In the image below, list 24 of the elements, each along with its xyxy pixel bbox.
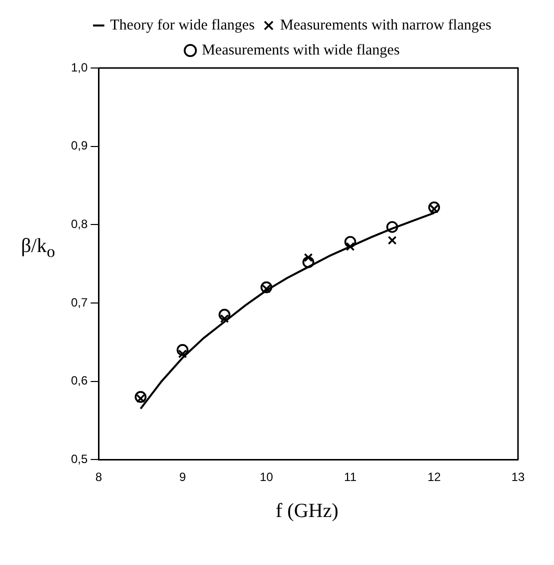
x-tick-label: 9 bbox=[179, 470, 186, 484]
y-tick-label: 0,7 bbox=[70, 295, 88, 310]
y-tick-label: 0,9 bbox=[70, 138, 88, 153]
point bbox=[178, 349, 187, 358]
y-tick-label: 0,8 bbox=[70, 216, 88, 231]
point bbox=[262, 284, 271, 294]
point bbox=[304, 253, 313, 262]
y-tick-label: 0,5 bbox=[70, 452, 88, 466]
legend-label: Measurements with narrow flanges bbox=[280, 17, 492, 34]
x-tick-label: 13 bbox=[511, 470, 525, 484]
point bbox=[346, 242, 355, 252]
y-tick-label: 0,6 bbox=[70, 374, 88, 388]
point bbox=[220, 314, 229, 324]
legend-label: Measurements with wide flanges bbox=[202, 42, 400, 58]
x-tick-label: 10 bbox=[260, 470, 274, 484]
y-tick-label: 1,0 bbox=[70, 60, 88, 74]
y-axis-title: β/k$_{o}$ bbox=[20, 234, 56, 262]
point bbox=[136, 394, 146, 403]
x-tick-label: 11 bbox=[344, 470, 357, 484]
point bbox=[388, 236, 397, 245]
x-axis-title: f (GHz) bbox=[274, 500, 340, 523]
x-tick-label: 8 bbox=[95, 470, 102, 484]
x-tick-label: 12 bbox=[427, 470, 442, 484]
legend-label: Theory for wide flanges bbox=[110, 17, 255, 34]
